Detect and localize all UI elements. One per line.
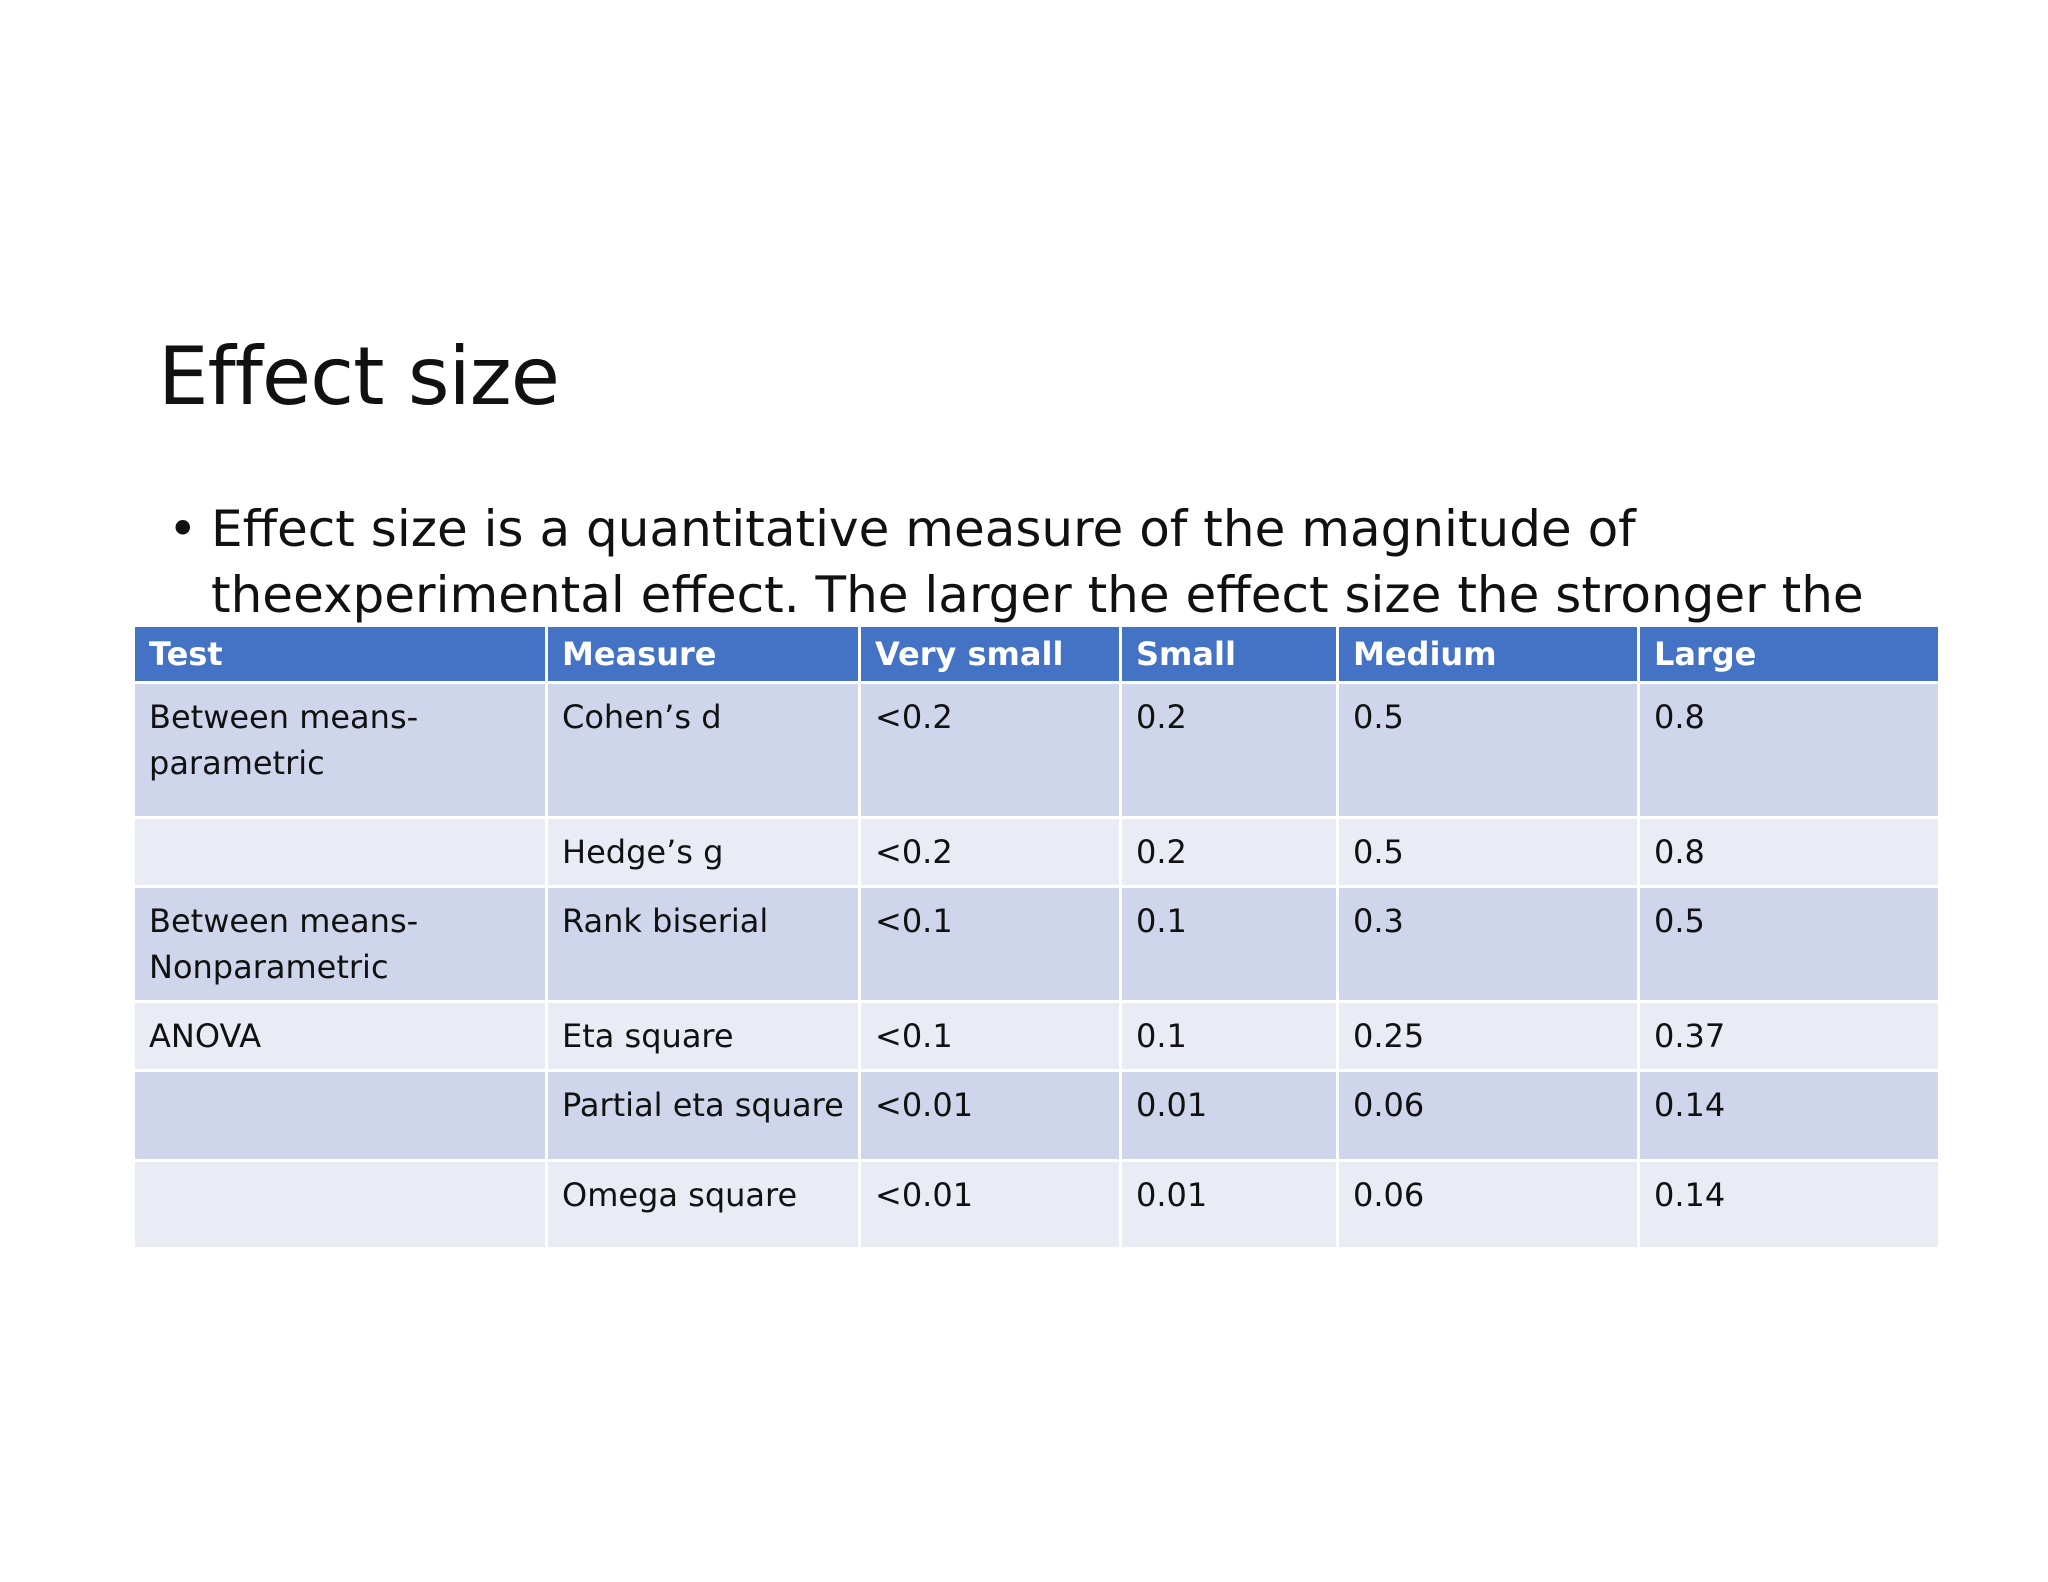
table-cell: Rank biserial [545, 885, 861, 1003]
table-cell: 0.5 [1637, 885, 1941, 1003]
table-cell: ANOVA [132, 1000, 548, 1072]
table-cell: <0.2 [858, 681, 1122, 819]
table-cell: 0.1 [1119, 1000, 1339, 1072]
table-row: Partial eta square <0.01 0.01 0.06 0.14 [132, 1069, 1941, 1162]
table-row: Hedge’s g <0.2 0.2 0.5 0.8 [132, 816, 1941, 888]
bullet: • Effect size is a quantitative measure … [168, 496, 2048, 628]
table-row: Between means- Nonparametric Rank biseria… [132, 885, 1941, 1003]
table-cell: <0.2 [858, 816, 1122, 888]
bullet-dot: • [168, 500, 198, 558]
header-cell: Test [132, 624, 548, 684]
bullet-line: Effect size is a quantitative measure of… [211, 500, 1636, 624]
table-cell: 0.8 [1637, 816, 1941, 888]
table-cell: 0.2 [1119, 681, 1339, 819]
table-cell: Omega square [545, 1159, 861, 1250]
effect-size-table: Test Measure Very small Small Medium Large Be… [132, 624, 1941, 1250]
header-cell: Measure [545, 624, 861, 684]
table-cell: 0.8 [1637, 681, 1941, 819]
table-cell: <0.1 [858, 1000, 1122, 1072]
table-cell: 0.06 [1336, 1069, 1640, 1162]
table-row: Omega square <0.01 0.01 0.06 0.14 [132, 1159, 1941, 1250]
bullet-line: experimental effect. The larger the effe… [293, 566, 1864, 624]
table-cell: 0.25 [1336, 1000, 1640, 1072]
slide-title: Effect size [158, 330, 560, 423]
table-cell: 0.1 [1119, 885, 1339, 1003]
bullet-text: Effect size is a quantitative measure of… [211, 496, 2048, 628]
table-cell: Between means- Nonparametric [132, 885, 548, 1003]
table-cell: 0.37 [1637, 1000, 1941, 1072]
table-cell: Between means- parametric [132, 681, 548, 819]
header-cell: Medium [1336, 624, 1640, 684]
header-row: Test Measure Very small Small Medium Large [132, 624, 1941, 684]
table-cell: <0.01 [858, 1069, 1122, 1162]
table-cell: Partial eta square [545, 1069, 861, 1162]
table-cell: 0.2 [1119, 816, 1339, 888]
empty-cell [132, 816, 548, 888]
header-cell: Large [1637, 624, 1941, 684]
table-cell: 0.14 [1637, 1159, 1941, 1250]
table-cell: 0.01 [1119, 1159, 1339, 1250]
table-cell: 0.3 [1336, 885, 1640, 1003]
table-cell: 0.5 [1336, 816, 1640, 888]
table-cell: 0.01 [1119, 1069, 1339, 1162]
table-cell: Cohen’s d [545, 681, 861, 819]
table-cell: <0.01 [858, 1159, 1122, 1250]
table-row: Between means- parametric Cohen’s d <0.2 0.… [132, 681, 1941, 819]
header-cell: Small [1119, 624, 1339, 684]
header-cell: Very small [858, 624, 1122, 684]
table-cell: Hedge’s g [545, 816, 861, 888]
table-cell: Eta square [545, 1000, 861, 1072]
table-cell: 0.14 [1637, 1069, 1941, 1162]
empty-cell [132, 1069, 548, 1162]
table-cell: 0.06 [1336, 1159, 1640, 1250]
table-cell: <0.1 [858, 885, 1122, 1003]
empty-cell [132, 1159, 548, 1250]
table-cell: 0.5 [1336, 681, 1640, 819]
table-row: ANOVA Eta square <0.1 0.1 0.25 0.37 [132, 1000, 1941, 1072]
